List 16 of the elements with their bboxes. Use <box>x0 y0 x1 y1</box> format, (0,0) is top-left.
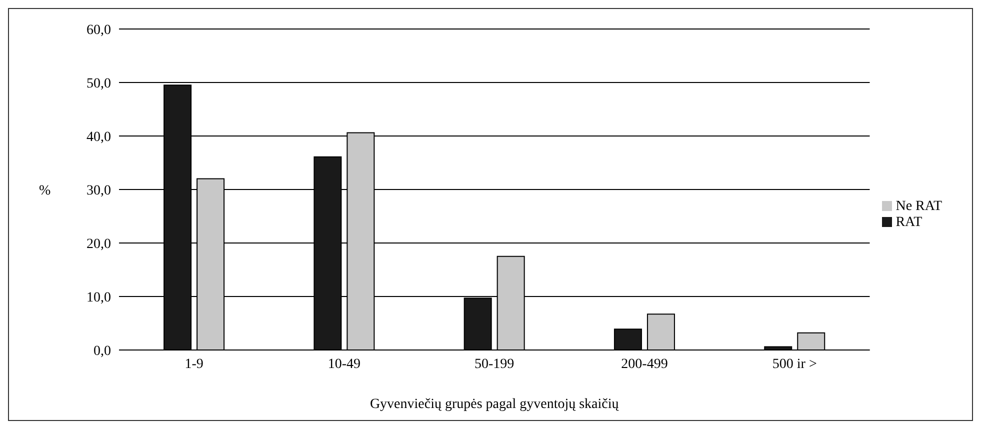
y-tick-label: 20,0 <box>86 236 111 252</box>
legend-label: RAT <box>896 214 922 230</box>
y-axis-title: % <box>39 183 51 198</box>
x-tick-label: 10-49 <box>328 356 361 372</box>
y-tick-label: 50,0 <box>86 76 111 92</box>
y-tick-label: 10,0 <box>86 290 111 306</box>
x-tick-label: 1-9 <box>184 356 204 372</box>
x-axis-title: Gyvenviečių grupės pagal gyventojų skaičių <box>370 397 619 412</box>
x-tick-label: 200-499 <box>621 356 668 372</box>
y-tick-label: 30,0 <box>86 183 111 198</box>
x-tick-label: 50-199 <box>474 356 514 372</box>
y-tick-label: 40,0 <box>86 130 111 145</box>
y-tick-label: 0,0 <box>94 344 111 359</box>
x-tick-label: 500 ir > <box>772 356 817 372</box>
y-tick-label: 60,0 <box>86 22 111 38</box>
legend-label: Ne RAT <box>896 198 942 214</box>
